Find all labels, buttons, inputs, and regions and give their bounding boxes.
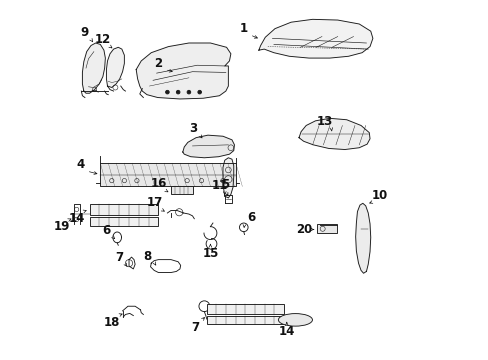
- Circle shape: [165, 90, 169, 94]
- Polygon shape: [355, 203, 370, 273]
- Polygon shape: [106, 47, 124, 87]
- Text: 19: 19: [53, 220, 70, 233]
- Polygon shape: [298, 118, 369, 149]
- Circle shape: [176, 90, 180, 94]
- Bar: [89, 217, 158, 226]
- Text: 8: 8: [143, 249, 151, 262]
- Bar: [89, 204, 158, 215]
- Bar: [171, 186, 192, 194]
- Text: 15: 15: [202, 247, 218, 260]
- Ellipse shape: [278, 314, 312, 326]
- Text: 9: 9: [80, 27, 88, 40]
- Bar: [100, 163, 235, 186]
- Text: 13: 13: [316, 115, 332, 128]
- Polygon shape: [82, 43, 105, 93]
- Bar: [206, 316, 284, 324]
- Polygon shape: [183, 135, 234, 158]
- Text: 10: 10: [371, 189, 387, 202]
- Text: 20: 20: [296, 223, 312, 236]
- Text: 18: 18: [103, 315, 120, 329]
- Text: 11: 11: [211, 179, 227, 192]
- Text: 16: 16: [150, 177, 166, 190]
- Text: 5: 5: [220, 178, 228, 191]
- Polygon shape: [223, 158, 233, 198]
- Polygon shape: [258, 19, 372, 58]
- Text: 6: 6: [102, 224, 110, 237]
- Text: 14: 14: [68, 212, 85, 225]
- Bar: [206, 304, 284, 315]
- Text: 6: 6: [246, 211, 255, 224]
- Text: 7: 7: [115, 251, 123, 264]
- Text: 17: 17: [146, 197, 163, 210]
- Text: 1: 1: [239, 22, 247, 35]
- Bar: [316, 224, 336, 233]
- Text: 3: 3: [189, 122, 197, 135]
- Text: 4: 4: [76, 158, 84, 171]
- Text: 14: 14: [278, 325, 294, 338]
- Circle shape: [187, 90, 190, 94]
- Text: 12: 12: [94, 32, 110, 46]
- Circle shape: [198, 90, 201, 94]
- Polygon shape: [136, 43, 230, 99]
- Text: 2: 2: [154, 57, 162, 69]
- Text: 7: 7: [190, 320, 199, 333]
